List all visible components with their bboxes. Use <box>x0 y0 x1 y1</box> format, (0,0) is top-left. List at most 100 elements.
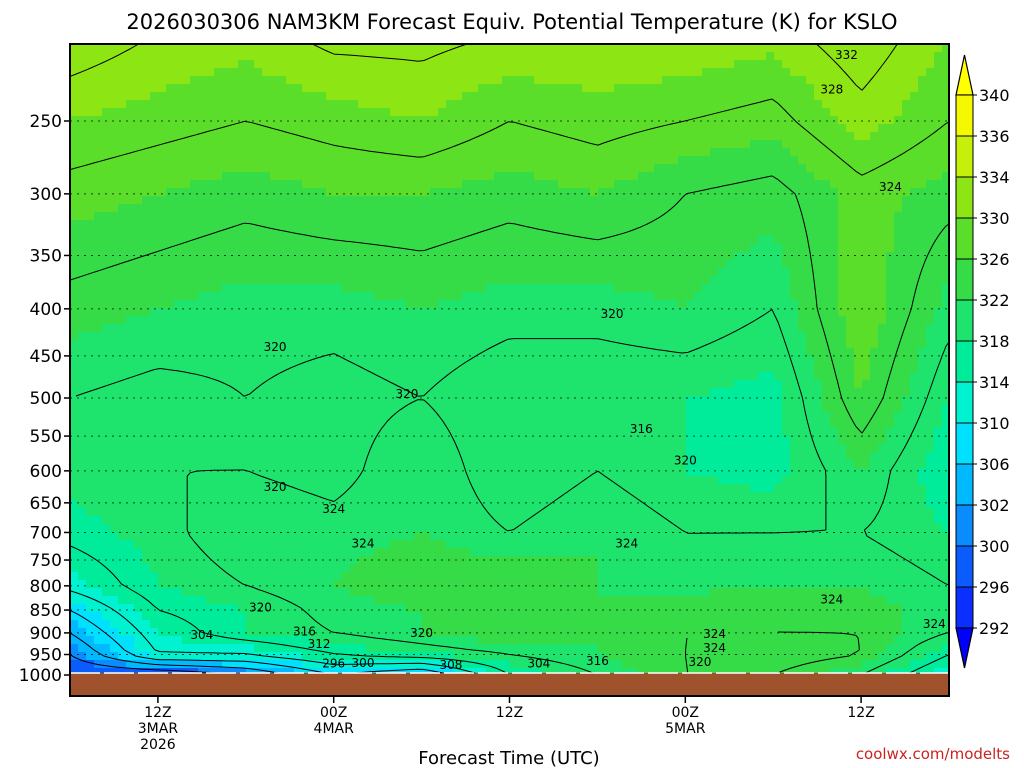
field-cell <box>182 388 191 397</box>
field-cell <box>534 212 543 221</box>
field-cell <box>494 260 503 269</box>
field-cell <box>774 92 783 101</box>
field-cell <box>662 308 671 317</box>
field-cell <box>758 196 767 205</box>
field-cell <box>254 212 263 221</box>
field-cell <box>814 68 823 77</box>
field-cell <box>622 164 631 173</box>
field-cell <box>198 332 207 341</box>
field-cell <box>382 92 391 101</box>
field-cell <box>198 364 207 373</box>
field-cell <box>198 172 207 181</box>
field-cell <box>686 60 695 69</box>
field-cell <box>614 172 623 181</box>
field-cell <box>502 348 511 357</box>
field-cell <box>302 148 311 157</box>
field-cell <box>126 228 135 237</box>
field-cell <box>318 140 327 149</box>
field-cell <box>622 156 631 165</box>
field-cell <box>446 220 455 229</box>
field-cell <box>286 68 295 77</box>
field-cell <box>518 308 527 317</box>
field-cell <box>534 156 543 165</box>
field-cell <box>166 228 175 237</box>
field-cell <box>390 332 399 341</box>
field-cell <box>782 236 791 245</box>
field-cell <box>878 100 887 109</box>
field-cell <box>726 276 735 285</box>
field-cell <box>526 204 535 213</box>
field-cell <box>702 84 711 93</box>
field-cell <box>886 84 895 93</box>
field-cell <box>590 52 599 61</box>
field-cell <box>766 268 775 277</box>
field-cell <box>78 324 87 333</box>
field-cell <box>334 380 343 389</box>
field-cell <box>422 356 431 365</box>
field-cell <box>590 148 599 157</box>
field-cell <box>550 396 559 405</box>
field-cell <box>638 388 647 397</box>
field-cell <box>934 180 943 189</box>
field-cell <box>782 260 791 269</box>
field-cell <box>398 212 407 221</box>
field-cell <box>542 364 551 373</box>
field-cell <box>430 44 439 53</box>
field-cell <box>758 156 767 165</box>
field-cell <box>390 356 399 365</box>
field-cell <box>278 108 287 117</box>
field-cell <box>126 316 135 325</box>
field-cell <box>94 84 103 93</box>
field-cell <box>862 92 871 101</box>
field-cell <box>358 292 367 301</box>
field-cell <box>590 324 599 333</box>
field-cell <box>878 212 887 221</box>
field-cell <box>590 60 599 69</box>
field-cell <box>718 244 727 253</box>
field-cell <box>542 316 551 325</box>
field-cell <box>734 132 743 141</box>
field-cell <box>94 236 103 245</box>
field-cell <box>630 380 639 389</box>
field-cell <box>374 68 383 77</box>
field-cell <box>694 52 703 61</box>
field-cell <box>934 220 943 229</box>
field-cell <box>382 340 391 349</box>
field-cell <box>286 44 295 53</box>
field-cell <box>126 244 135 253</box>
field-cell <box>926 356 935 365</box>
field-cell <box>662 84 671 93</box>
field-cell <box>838 380 847 389</box>
field-cell <box>830 44 839 53</box>
field-cell <box>70 52 79 61</box>
field-cell <box>286 284 295 293</box>
field-cell <box>446 92 455 101</box>
field-cell <box>870 260 879 269</box>
field-cell <box>158 52 167 61</box>
field-cell <box>574 244 583 253</box>
field-cell <box>190 172 199 181</box>
field-cell <box>878 180 887 189</box>
field-cell <box>190 196 199 205</box>
field-cell <box>486 148 495 157</box>
field-cell <box>446 292 455 301</box>
field-cell <box>598 292 607 301</box>
field-cell <box>446 316 455 325</box>
field-cell <box>422 244 431 253</box>
field-cell <box>470 364 479 373</box>
field-cell <box>110 196 119 205</box>
field-cell <box>670 196 679 205</box>
field-cell <box>446 124 455 133</box>
field-cell <box>446 180 455 189</box>
field-cell <box>486 284 495 293</box>
field-cell <box>470 172 479 181</box>
field-cell <box>462 228 471 237</box>
field-cell <box>790 244 799 253</box>
field-cell <box>814 324 823 333</box>
field-cell <box>494 244 503 253</box>
field-cell <box>766 332 775 341</box>
field-cell <box>430 108 439 117</box>
field-cell <box>926 156 935 165</box>
field-cell <box>854 132 863 141</box>
field-cell <box>798 356 807 365</box>
